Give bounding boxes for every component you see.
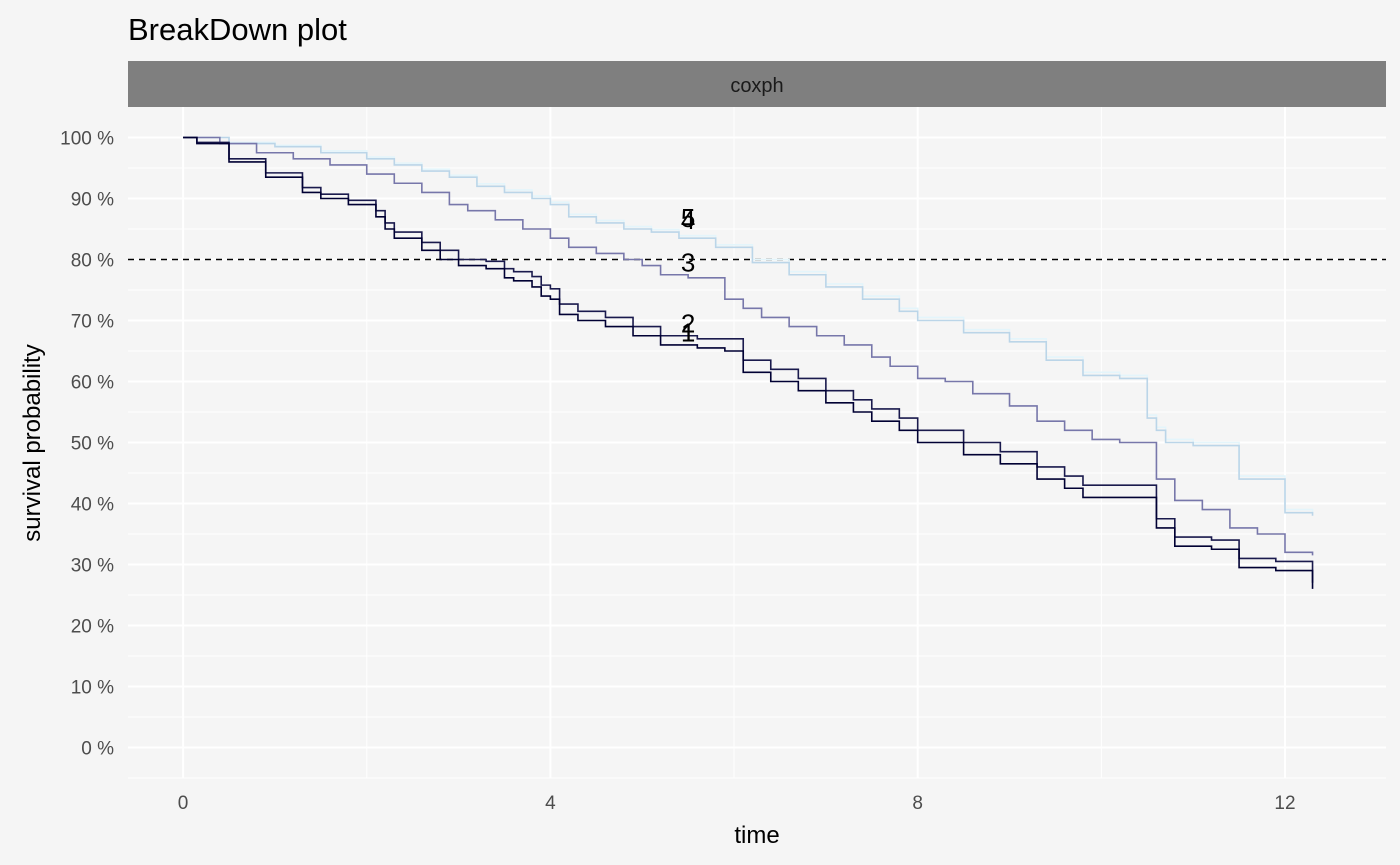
- y-tick-label: 0 %: [81, 739, 114, 760]
- survival-curve-3: [183, 136, 1314, 556]
- y-tick-label: 80 %: [71, 251, 114, 272]
- x-tick-label: 4: [545, 793, 556, 814]
- y-tick-label: 100 %: [60, 129, 114, 150]
- y-tick-label: 20 %: [71, 617, 114, 638]
- chart-title: BreakDown plot: [128, 12, 347, 47]
- survival-curves: [183, 136, 1314, 589]
- y-axis-ticks: 0 % 10 % 20 % 30 % 40 % 50 % 60 % 70 % 80 % 90 % 1…: [60, 129, 114, 760]
- facet-strip: [128, 61, 1386, 107]
- x-tick-label: 12: [1274, 793, 1295, 814]
- curve-label-3: 3: [681, 248, 695, 278]
- survival-curve-2: [183, 136, 1314, 583]
- y-tick-label: 30 %: [71, 556, 114, 577]
- x-tick-label: 8: [912, 793, 923, 814]
- y-axis-label: survival probability: [19, 344, 46, 541]
- curve-label-5: 5: [681, 203, 695, 233]
- curve-labels: 12 3 45: [681, 203, 695, 348]
- survival-curve-4: [183, 136, 1314, 516]
- y-tick-label: 70 %: [71, 312, 114, 333]
- x-axis-label: time: [734, 822, 779, 849]
- x-axis-ticks: 0 4 8 12: [178, 793, 1296, 814]
- curve-label-4: 4: [681, 205, 695, 235]
- x-tick-label: 0: [178, 793, 189, 814]
- y-tick-label: 90 %: [71, 190, 114, 211]
- survival-curve-1: [183, 136, 1314, 589]
- y-tick-label: 10 %: [71, 678, 114, 699]
- facet-label: coxph: [730, 75, 783, 97]
- y-tick-label: 50 %: [71, 434, 114, 455]
- curve-label-2: 2: [681, 309, 695, 339]
- curve-label-1: 1: [681, 318, 695, 348]
- minor-gridlines: [128, 107, 1386, 779]
- y-tick-label: 40 %: [71, 495, 114, 516]
- y-tick-label: 60 %: [71, 373, 114, 394]
